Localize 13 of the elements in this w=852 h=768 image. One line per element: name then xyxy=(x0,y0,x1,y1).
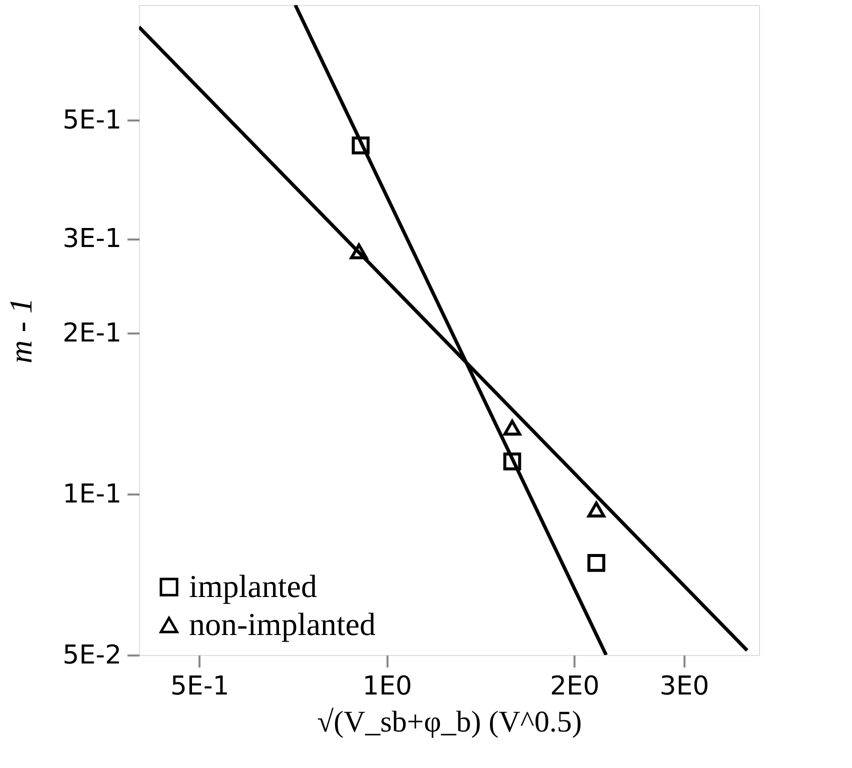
y-tick-label: 1E-1 xyxy=(62,479,122,510)
y-axis-title: m - 1 xyxy=(2,298,39,364)
legend-label: non-implanted xyxy=(189,606,376,642)
legend-label: implanted xyxy=(189,568,317,604)
x-tick-label: 2E0 xyxy=(550,672,600,702)
y-tick-label: 3E-1 xyxy=(62,224,122,254)
x-tick-label: 1E0 xyxy=(362,672,412,702)
x-axis-title: √(V_sb+φ_b) (V^0.5) xyxy=(317,706,582,738)
y-tick-label: 5E-2 xyxy=(62,640,122,670)
y-tick-label: 2E-1 xyxy=(62,318,122,348)
x-tick-label: 3E0 xyxy=(660,672,710,702)
x-tick-label: 5E-1 xyxy=(170,672,230,702)
y-tick-label: 5E-1 xyxy=(62,105,122,136)
